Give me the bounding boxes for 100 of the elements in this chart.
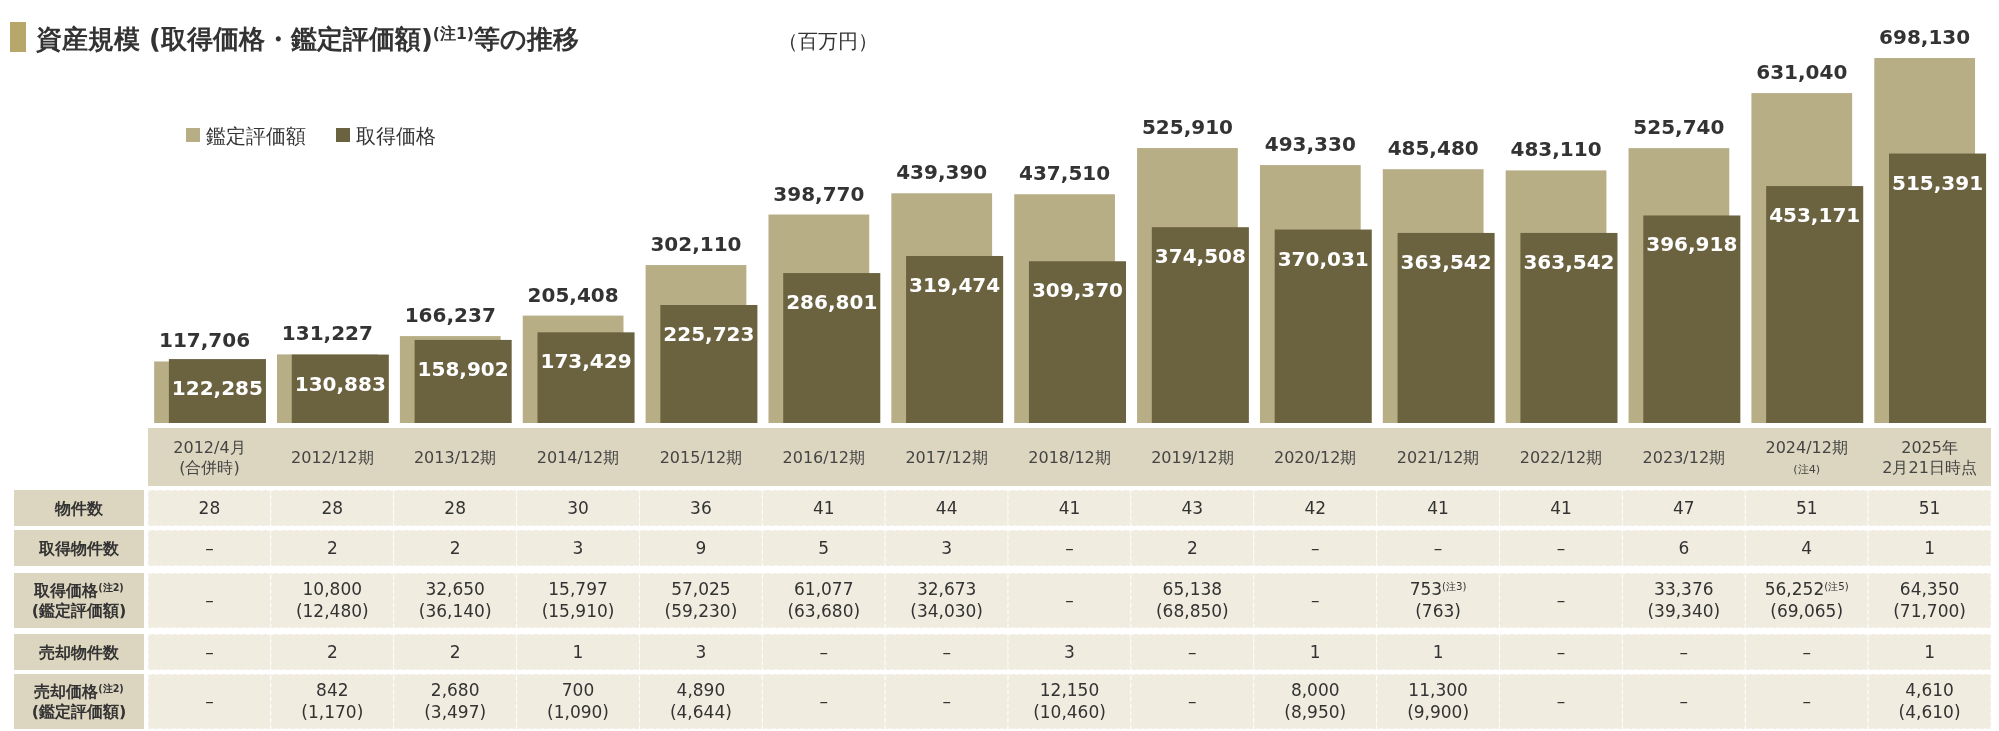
data-label: 525,910 — [1141, 115, 1233, 140]
text: 売却価格$^{(注2)}$ (鑑定評価額) — [31, 682, 127, 722]
text: – — [205, 691, 214, 712]
bar — [1889, 153, 1987, 423]
text: – — [1679, 691, 1689, 712]
bar — [783, 273, 881, 423]
text: 2 — [1186, 537, 1198, 558]
text: 61,077 (63,680) — [787, 579, 861, 622]
text: 51 — [1795, 497, 1818, 518]
x-tick-label: 2012/12期 — [291, 447, 374, 467]
text: – — [1188, 641, 1197, 662]
text: 8,000 (8,950) — [1284, 680, 1347, 723]
data-label: 396,918 — [1646, 232, 1738, 257]
data-label: 173,429 — [540, 349, 632, 374]
text: 4 — [1801, 537, 1813, 558]
x-tick-label: 2022/12期 — [1519, 447, 1603, 467]
text: – — [1556, 691, 1566, 712]
text: 売却物件数 — [39, 642, 120, 662]
text: – — [1802, 641, 1811, 662]
text: – — [1065, 537, 1074, 558]
text: 42 — [1304, 497, 1327, 518]
text: 10,800 (12,480) — [295, 579, 369, 622]
data-label: 525,740 — [1633, 115, 1725, 140]
bar — [1520, 232, 1618, 423]
bar — [1274, 229, 1372, 423]
text: – — [1802, 691, 1811, 712]
text: 41 — [1427, 497, 1449, 518]
text: 取得物件数 — [38, 538, 120, 558]
text: 2 — [326, 537, 338, 558]
data-label: 131,227 — [281, 321, 373, 346]
data-label: 370,031 — [1277, 246, 1369, 271]
text: 65,138 (68,850) — [1155, 579, 1229, 622]
text: 2 — [326, 641, 338, 662]
text: 64,350 (71,700) — [1893, 579, 1966, 622]
text: 取得価格$^{(注2)}$ (鑑定評価額) — [31, 581, 127, 621]
text: – — [1065, 590, 1074, 611]
text: 28 — [444, 497, 466, 518]
x-tick-label: 2012/4月 (合併時) — [173, 437, 246, 477]
text: 1 — [1924, 641, 1935, 662]
text: – — [1310, 537, 1320, 558]
text: 1 — [1924, 537, 1935, 558]
text: 700 (1,090) — [547, 680, 609, 723]
data-label: 158,902 — [417, 356, 509, 381]
text: 32,650 (36,140) — [418, 579, 492, 622]
text: – — [942, 641, 951, 662]
text: 1 — [1309, 641, 1321, 662]
text: – — [1433, 537, 1443, 558]
data-label: 398,770 — [773, 181, 865, 206]
bar — [1397, 232, 1495, 423]
bar — [1151, 227, 1249, 423]
text: – — [205, 641, 214, 662]
x-tick-label: 2020/12期 — [1274, 447, 1357, 467]
text: 43 — [1181, 497, 1204, 518]
data-label: 493,330 — [1264, 132, 1356, 157]
x-tick-label: 2023/12期 — [1642, 447, 1726, 467]
text: 4,610 (4,610) — [1898, 680, 1961, 723]
data-label: 631,040 — [1756, 60, 1848, 85]
text: 3 — [572, 537, 584, 558]
text: – — [942, 691, 951, 712]
text: 51 — [1918, 497, 1941, 518]
text: 36 — [690, 497, 712, 518]
text: 2 — [449, 641, 461, 662]
text: 32,673 (34,030) — [910, 579, 984, 622]
bar — [537, 332, 635, 423]
text: – — [1556, 641, 1566, 662]
data-label: 374,508 — [1154, 244, 1246, 269]
text: 1 — [1432, 641, 1444, 662]
bar — [906, 255, 1004, 423]
data-label: 319,474 — [909, 272, 1001, 297]
text: 2 — [449, 537, 461, 558]
text: 33,376 (39,340) — [1647, 579, 1721, 622]
data-label: 363,542 — [1400, 249, 1492, 274]
data-label: 130,883 — [294, 371, 386, 396]
data-label: 117,706 — [158, 328, 251, 353]
text: 9 — [695, 537, 707, 558]
text: 842 (1,170) — [301, 680, 364, 723]
text: – — [1679, 641, 1689, 662]
data-label: 483,110 — [1510, 137, 1602, 162]
text: 5 — [818, 537, 830, 558]
text: 753$^{(注3)}$ (763) — [1409, 579, 1467, 622]
text: 44 — [935, 497, 958, 518]
data-label: 515,391 — [1892, 170, 1984, 195]
text: 6 — [1678, 537, 1690, 558]
text: 57,025 (59,230) — [664, 579, 738, 622]
x-tick-label: 2019/12期 — [1151, 447, 1234, 467]
text: – — [1556, 537, 1566, 558]
bar — [1028, 261, 1127, 423]
text: – — [1310, 590, 1320, 611]
text: – — [205, 590, 214, 611]
bar — [1643, 215, 1741, 423]
data-label: 439,390 — [896, 160, 988, 185]
text: 47 — [1673, 497, 1695, 518]
text: 41 — [812, 497, 835, 518]
data-label: 286,801 — [786, 290, 878, 315]
bar — [1766, 186, 1864, 423]
text: – — [1556, 590, 1566, 611]
x-tick-label: 2014/12期 — [536, 447, 620, 467]
text: 2,680 (3,497) — [424, 680, 487, 723]
legend-label: 取得価格 — [356, 124, 436, 148]
text: 4,890 (4,644) — [669, 680, 732, 723]
